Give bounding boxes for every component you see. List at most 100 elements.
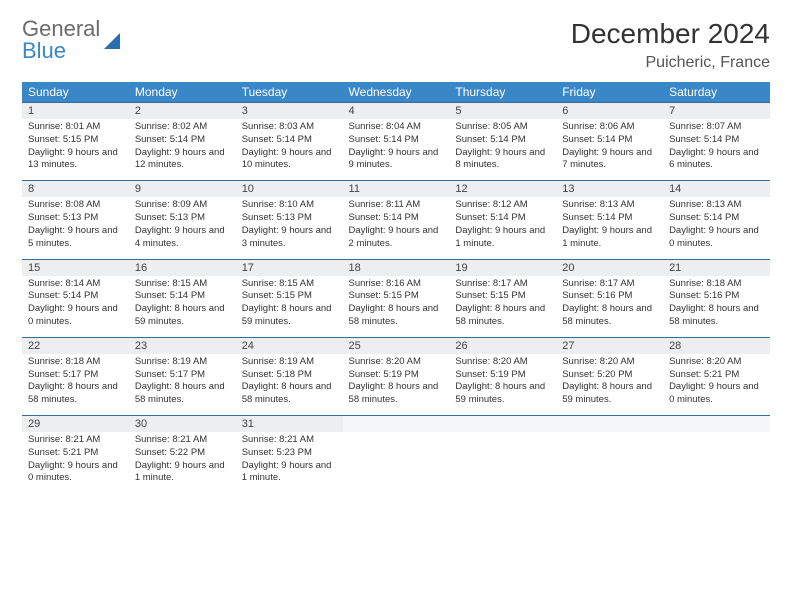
sunset-line: Sunset: 5:13 PM [135, 212, 230, 225]
daylight-line: Daylight: 9 hours and 0 minutes. [669, 381, 764, 407]
weekday-header: Saturday [663, 82, 770, 103]
weekday-header: Wednesday [343, 82, 450, 103]
daylight-line: Daylight: 9 hours and 7 minutes. [562, 147, 657, 173]
daylight-line: Daylight: 9 hours and 1 minute. [242, 460, 337, 486]
day-detail-cell: Sunrise: 8:13 AMSunset: 5:14 PMDaylight:… [663, 197, 770, 259]
day-number-row: 1234567 [22, 103, 770, 120]
sunset-line: Sunset: 5:21 PM [669, 369, 764, 382]
day-detail-cell [556, 432, 663, 493]
daylight-line: Daylight: 8 hours and 59 minutes. [135, 303, 230, 329]
sunrise-line: Sunrise: 8:12 AM [455, 199, 550, 212]
daylight-line: Daylight: 9 hours and 0 minutes. [28, 303, 123, 329]
day-detail-cell: Sunrise: 8:21 AMSunset: 5:23 PMDaylight:… [236, 432, 343, 493]
day-detail-cell: Sunrise: 8:03 AMSunset: 5:14 PMDaylight:… [236, 119, 343, 181]
weekday-header: Tuesday [236, 82, 343, 103]
day-detail-cell: Sunrise: 8:17 AMSunset: 5:16 PMDaylight:… [556, 276, 663, 338]
day-detail-cell: Sunrise: 8:13 AMSunset: 5:14 PMDaylight:… [556, 197, 663, 259]
sunset-line: Sunset: 5:14 PM [455, 134, 550, 147]
sunrise-line: Sunrise: 8:19 AM [242, 356, 337, 369]
sunrise-line: Sunrise: 8:17 AM [562, 278, 657, 291]
day-detail-cell: Sunrise: 8:11 AMSunset: 5:14 PMDaylight:… [343, 197, 450, 259]
day-detail-cell: Sunrise: 8:19 AMSunset: 5:18 PMDaylight:… [236, 354, 343, 416]
daylight-line: Daylight: 8 hours and 58 minutes. [349, 381, 444, 407]
day-number-cell: 4 [343, 103, 450, 120]
day-detail-row: Sunrise: 8:18 AMSunset: 5:17 PMDaylight:… [22, 354, 770, 416]
day-detail-cell: Sunrise: 8:10 AMSunset: 5:13 PMDaylight:… [236, 197, 343, 259]
day-detail-cell: Sunrise: 8:15 AMSunset: 5:14 PMDaylight:… [129, 276, 236, 338]
sunrise-line: Sunrise: 8:20 AM [349, 356, 444, 369]
day-number-row: 15161718192021 [22, 259, 770, 276]
day-detail-cell: Sunrise: 8:20 AMSunset: 5:21 PMDaylight:… [663, 354, 770, 416]
day-number-cell: 15 [22, 259, 129, 276]
day-detail-cell: Sunrise: 8:18 AMSunset: 5:16 PMDaylight:… [663, 276, 770, 338]
sunrise-line: Sunrise: 8:18 AM [28, 356, 123, 369]
day-number-cell: 31 [236, 416, 343, 433]
weekday-header: Monday [129, 82, 236, 103]
day-number-cell: 2 [129, 103, 236, 120]
sail-icon [104, 33, 120, 49]
sunrise-line: Sunrise: 8:02 AM [135, 121, 230, 134]
daylight-line: Daylight: 9 hours and 5 minutes. [28, 225, 123, 251]
day-detail-cell: Sunrise: 8:16 AMSunset: 5:15 PMDaylight:… [343, 276, 450, 338]
day-number-cell [343, 416, 450, 433]
daylight-line: Daylight: 8 hours and 58 minutes. [562, 303, 657, 329]
weekday-header-row: SundayMondayTuesdayWednesdayThursdayFrid… [22, 82, 770, 103]
brand-top: General [22, 18, 100, 40]
sunset-line: Sunset: 5:14 PM [349, 134, 444, 147]
daylight-line: Daylight: 9 hours and 13 minutes. [28, 147, 123, 173]
brand-logo: General Blue [22, 18, 120, 62]
daylight-line: Daylight: 8 hours and 58 minutes. [28, 381, 123, 407]
sunset-line: Sunset: 5:16 PM [669, 290, 764, 303]
sunset-line: Sunset: 5:16 PM [562, 290, 657, 303]
sunset-line: Sunset: 5:20 PM [562, 369, 657, 382]
day-number-cell: 26 [449, 337, 556, 354]
day-number-cell: 24 [236, 337, 343, 354]
daylight-line: Daylight: 9 hours and 1 minute. [455, 225, 550, 251]
day-detail-cell: Sunrise: 8:21 AMSunset: 5:21 PMDaylight:… [22, 432, 129, 493]
sunset-line: Sunset: 5:21 PM [28, 447, 123, 460]
sunrise-line: Sunrise: 8:21 AM [135, 434, 230, 447]
title-block: December 2024 Puicheric, France [571, 18, 770, 72]
day-detail-cell [343, 432, 450, 493]
day-detail-cell: Sunrise: 8:14 AMSunset: 5:14 PMDaylight:… [22, 276, 129, 338]
weekday-header: Sunday [22, 82, 129, 103]
sunrise-line: Sunrise: 8:21 AM [242, 434, 337, 447]
day-number-cell: 29 [22, 416, 129, 433]
header: General Blue December 2024 Puicheric, Fr… [22, 18, 770, 72]
weekday-header: Friday [556, 82, 663, 103]
day-number-cell [663, 416, 770, 433]
day-number-cell: 25 [343, 337, 450, 354]
day-detail-row: Sunrise: 8:21 AM Sunset: 5:21 PM Daylight:… [22, 432, 770, 493]
day-number-cell: 18 [343, 259, 450, 276]
day-detail-cell: Sunrise: 8:17 AMSunset: 5:15 PMDaylight:… [449, 276, 556, 338]
day-number-row: 891011121314 [22, 181, 770, 198]
day-number-cell: 30 [129, 416, 236, 433]
sunrise-line: Sunrise: 8:20 AM [455, 356, 550, 369]
location: Puicheric, France [571, 54, 770, 72]
sunrise-line: Sunrise: 8:13 AM [669, 199, 764, 212]
day-number-cell: 17 [236, 259, 343, 276]
sunset-line: Sunset: 5:13 PM [242, 212, 337, 225]
day-detail-cell: Sunrise: 8:18 AMSunset: 5:17 PMDaylight:… [22, 354, 129, 416]
sunset-line: Sunset: 5:14 PM [455, 212, 550, 225]
day-number-cell [556, 416, 663, 433]
day-number-cell: 21 [663, 259, 770, 276]
sunrise-line: Sunrise: 8:15 AM [242, 278, 337, 291]
sunset-line: Sunset: 5:14 PM [562, 212, 657, 225]
day-number-cell: 23 [129, 337, 236, 354]
day-detail-cell: Sunrise: 8:09 AMSunset: 5:13 PMDaylight:… [129, 197, 236, 259]
day-number-row: 293031 [22, 416, 770, 433]
daylight-line: Daylight: 9 hours and 10 minutes. [242, 147, 337, 173]
daylight-line: Daylight: 8 hours and 59 minutes. [562, 381, 657, 407]
day-number-cell: 3 [236, 103, 343, 120]
day-detail-cell: Sunrise: 8:20 AMSunset: 5:19 PMDaylight:… [343, 354, 450, 416]
daylight-line: Daylight: 8 hours and 59 minutes. [242, 303, 337, 329]
sunrise-line: Sunrise: 8:11 AM [349, 199, 444, 212]
sunrise-line: Sunrise: 8:03 AM [242, 121, 337, 134]
day-detail-cell: Sunrise: 8:15 AMSunset: 5:15 PMDaylight:… [236, 276, 343, 338]
sunset-line: Sunset: 5:23 PM [242, 447, 337, 460]
daylight-line: Daylight: 9 hours and 1 minute. [562, 225, 657, 251]
day-detail-cell: Sunrise: 8:20 AMSunset: 5:19 PMDaylight:… [449, 354, 556, 416]
sunset-line: Sunset: 5:13 PM [28, 212, 123, 225]
sunset-line: Sunset: 5:17 PM [28, 369, 123, 382]
